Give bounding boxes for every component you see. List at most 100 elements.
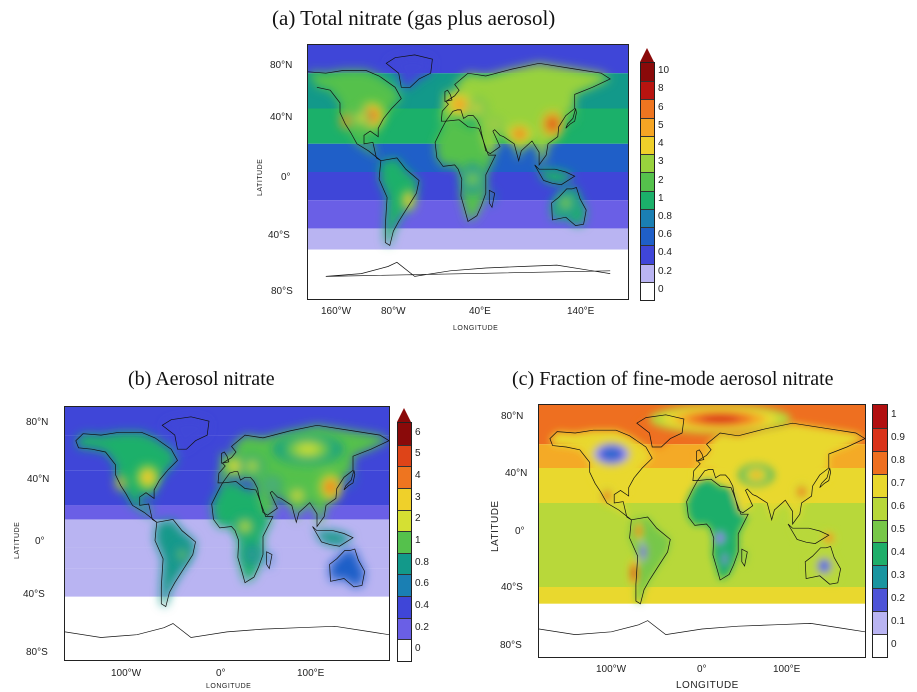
antarctica-region <box>325 262 611 299</box>
panel-a-y-axis-label: LATITUDE <box>257 158 264 196</box>
field-land <box>308 54 624 246</box>
colorbar-swatch <box>873 450 887 474</box>
field-hotspots <box>340 91 578 216</box>
colorbar-label: 0.6 <box>415 578 429 590</box>
colorbar-swatch <box>398 487 411 510</box>
y-tick-label: 0° <box>35 536 45 547</box>
colorbar-label: 2 <box>658 174 664 186</box>
panel-b-y-axis-label: LATITUDE <box>14 521 21 559</box>
colorbar-swatch <box>641 190 654 209</box>
colorbar-label: 0.6 <box>891 501 905 513</box>
x-tick-label: 80°W <box>381 306 406 317</box>
colorbar-label: 8 <box>658 83 664 95</box>
y-tick-label: 80°S <box>271 286 293 297</box>
colorbar-label: 1 <box>415 535 421 546</box>
x-tick-label: 100°W <box>596 664 627 675</box>
y-tick-label: 0° <box>281 172 291 183</box>
panel-b-x-axis-label: LONGITUDE <box>206 683 252 690</box>
x-tick-label: 160°W <box>321 306 352 317</box>
colorbar-label: 0.2 <box>658 265 672 277</box>
panel-b-colorbar <box>397 422 412 662</box>
colorbar-swatch <box>873 565 887 589</box>
colorbar-label: 0.8 <box>891 455 905 467</box>
colorbar-label: 0.2 <box>891 592 905 604</box>
colorbar-swatch <box>641 81 654 100</box>
y-tick-label: 80°N <box>270 60 293 71</box>
colorbar-swatch <box>398 423 411 445</box>
colorbar-label: 1 <box>658 192 664 204</box>
colorbar-label: 0 <box>891 638 897 650</box>
colorbar-swatch <box>398 639 411 661</box>
panel-c-map <box>538 404 866 658</box>
colorbar-swatch <box>641 135 654 155</box>
y-tick-label: 40°N <box>505 468 528 479</box>
colorbar-swatch <box>398 574 411 597</box>
panel-c-x-axis-label: LONGITUDE <box>676 680 739 691</box>
coastlines <box>65 416 389 638</box>
colorbar-label: 4 <box>415 470 421 482</box>
coastlines <box>308 54 611 277</box>
colorbar-label: 0.8 <box>658 210 672 222</box>
field-hotspots <box>116 434 344 564</box>
colorbar-label: 3 <box>658 156 664 168</box>
colorbar-swatch <box>873 427 887 451</box>
colorbar-label: 10 <box>658 65 670 77</box>
colorbar-label: 3 <box>415 491 421 503</box>
coastlines <box>539 414 865 635</box>
colorbar-swatch <box>641 63 654 82</box>
colorbar-swatch <box>873 588 887 612</box>
colorbar-swatch <box>398 466 411 488</box>
colorbar-swatch <box>641 99 654 118</box>
colorbar-label: 0.6 <box>658 229 672 241</box>
x-tick-label: 100°W <box>111 668 142 679</box>
y-tick-label: 40°S <box>23 589 45 600</box>
colorbar-label: 0.1 <box>891 615 905 627</box>
y-tick-label: 40°N <box>27 474 50 485</box>
colorbar-label: 0.4 <box>658 247 672 259</box>
colorbar-swatch <box>873 405 887 428</box>
colorbar-label: 0.5 <box>891 524 905 535</box>
colorbar-swatch <box>873 519 887 543</box>
colorbar-swatch <box>398 617 411 640</box>
colorbar-swatch <box>641 227 654 246</box>
colorbar-label: 6 <box>658 101 664 113</box>
y-tick-label: 0° <box>515 526 525 537</box>
colorbar-label: 0.9 <box>891 432 905 444</box>
panel-b-map <box>64 406 390 661</box>
field-hotspots <box>592 405 836 588</box>
y-tick-label: 80°N <box>501 411 524 422</box>
y-tick-label: 80°S <box>26 647 48 658</box>
colorbar-label: 2 <box>415 513 421 525</box>
colorbar-label: 0.2 <box>415 621 429 633</box>
colorbar-swatch <box>641 281 654 300</box>
panel-a-x-axis-label: LONGITUDE <box>453 325 499 332</box>
colorbar-swatch <box>398 444 411 467</box>
panel-c-title: (c) Fraction of fine-mode aerosol nitrat… <box>512 368 834 390</box>
x-tick-label: 100°E <box>773 664 801 675</box>
colorbar-swatch <box>873 611 887 635</box>
panel-a-map <box>307 44 629 300</box>
panel-c-colorbar <box>872 404 888 658</box>
x-tick-label: 0° <box>216 668 226 679</box>
y-tick-label: 80°S <box>500 640 522 651</box>
x-tick-label: 140°E <box>567 306 595 317</box>
colorbar-swatch <box>641 208 654 228</box>
x-tick-label: 0° <box>697 664 707 675</box>
y-tick-label: 40°S <box>268 230 290 241</box>
colorbar-swatch <box>641 263 654 282</box>
panel-a-colorbar <box>640 62 655 301</box>
panel-a-title: (a) Total nitrate (gas plus aerosol) <box>272 6 556 30</box>
field-land <box>75 416 389 607</box>
colorbar-swatch <box>398 531 411 553</box>
colorbar-swatch <box>398 552 411 575</box>
colorbar-swatch <box>641 172 654 191</box>
x-tick-label: 40°E <box>469 306 491 317</box>
colorbar-label: 0.7 <box>891 478 905 490</box>
colorbar-swatch <box>873 496 887 520</box>
colorbar-label: 5 <box>658 119 664 131</box>
colorbar-label: 0 <box>415 643 421 655</box>
panel-c-y-axis-label: LATITUDE <box>490 500 501 552</box>
colorbar-label: 0 <box>658 283 664 295</box>
colorbar-label: 4 <box>658 138 664 150</box>
y-tick-label: 80°N <box>26 417 49 428</box>
